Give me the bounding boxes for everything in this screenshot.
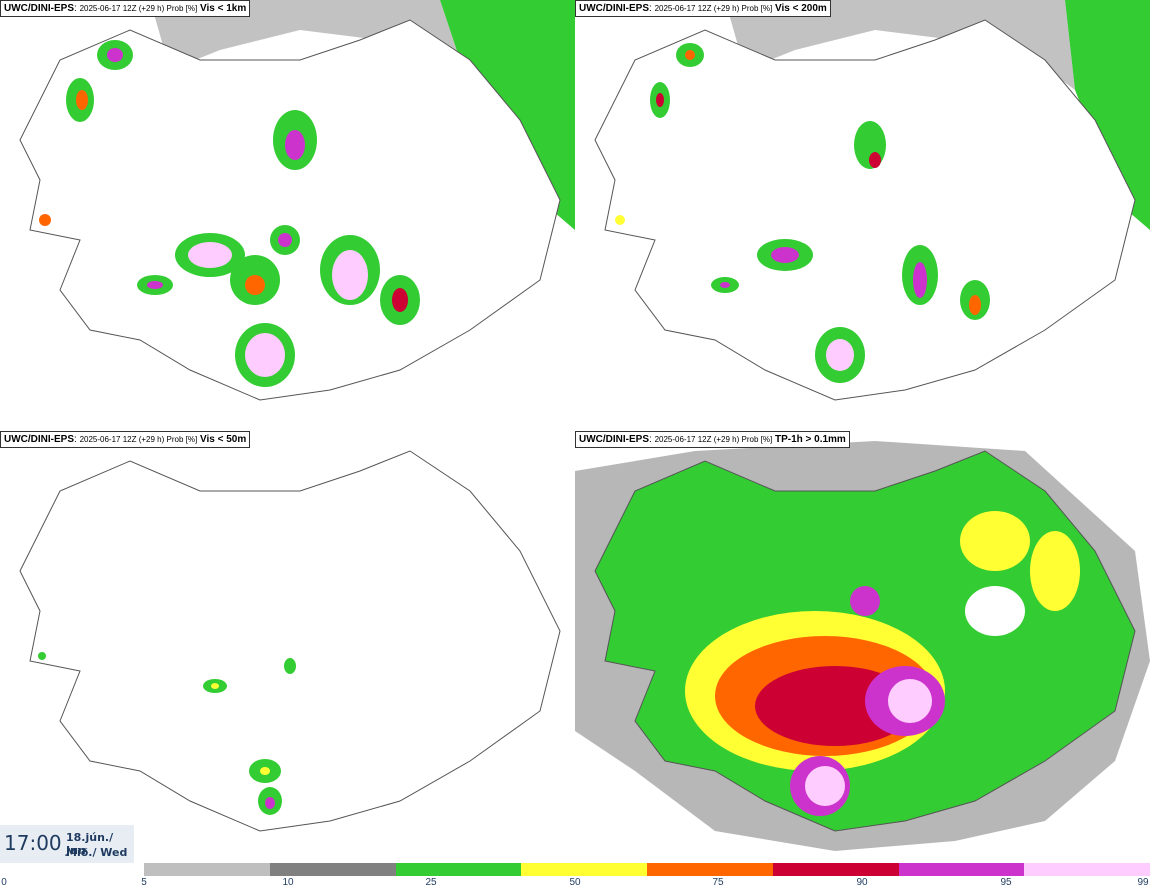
map-panel-vis-50m: UWC/DINI-EPS: 2025-06-17 12Z (+29 h) Pro… bbox=[0, 431, 575, 861]
colorbar-segment bbox=[395, 863, 522, 876]
panel-title: UWC/DINI-EPS: 2025-06-17 12Z (+29 h) Pro… bbox=[575, 0, 831, 17]
colorbar-tick-label: 50 bbox=[569, 877, 581, 888]
colorbar-tick-label: 25 bbox=[425, 877, 437, 888]
colorbar-tick-label: 90 bbox=[856, 877, 868, 888]
colorbar-tick-label: 5 bbox=[141, 877, 147, 888]
colorbar-segment bbox=[647, 863, 773, 876]
map-vis-200m bbox=[594, 0, 1150, 401]
probability-blobs bbox=[615, 43, 990, 383]
colorbar-segment bbox=[898, 863, 1025, 876]
colorbar-tick-label: 99 bbox=[1137, 877, 1149, 888]
colorbar-tick-label: 0 bbox=[1, 877, 7, 888]
colorbar-segment bbox=[269, 863, 396, 876]
map-tp-1h bbox=[575, 441, 1150, 851]
probability-blobs bbox=[38, 652, 296, 815]
probability-blobs bbox=[685, 511, 1080, 816]
valid-time-box: 17:00 18.jún./ Jun Mið./ Wed bbox=[0, 825, 134, 863]
panel-title: UWC/DINI-EPS: 2025-06-17 12Z (+29 h) Pro… bbox=[0, 431, 251, 448]
colorbar-tick-label: 95 bbox=[1000, 877, 1012, 888]
panel-title: UWC/DINI-EPS: 2025-06-17 12Z (+29 h) Pro… bbox=[575, 431, 850, 448]
probability-blobs bbox=[39, 40, 420, 387]
panel-title: UWC/DINI-EPS: 2025-06-17 12Z (+29 h) Pro… bbox=[0, 0, 251, 17]
colorbar-segment bbox=[1024, 863, 1150, 876]
colorbar-segment bbox=[772, 863, 899, 876]
map-vis-50m bbox=[19, 450, 561, 832]
map-panel-vis-200m: UWC/DINI-EPS: 2025-06-17 12Z (+29 h) Pro… bbox=[575, 0, 1150, 430]
colorbar-segment bbox=[521, 863, 647, 876]
colorbar-segment bbox=[144, 863, 270, 876]
map-vis-1km bbox=[19, 0, 575, 401]
valid-date-line1: 18.jún./ Jun bbox=[66, 831, 114, 857]
map-panel-tp-1h: UWC/DINI-EPS: 2025-06-17 12Z (+29 h) Pro… bbox=[575, 431, 1150, 861]
colorbar bbox=[144, 863, 1150, 876]
map-panel-vis-1km: UWC/DINI-EPS: 2025-06-17 12Z (+29 h) Pro… bbox=[0, 0, 575, 430]
colorbar-tick-label: 10 bbox=[282, 877, 294, 888]
valid-date-line2: Mið./ Wed bbox=[66, 846, 128, 859]
valid-time: 17:00 bbox=[4, 831, 62, 855]
colorbar-tick-label: 75 bbox=[712, 877, 724, 888]
